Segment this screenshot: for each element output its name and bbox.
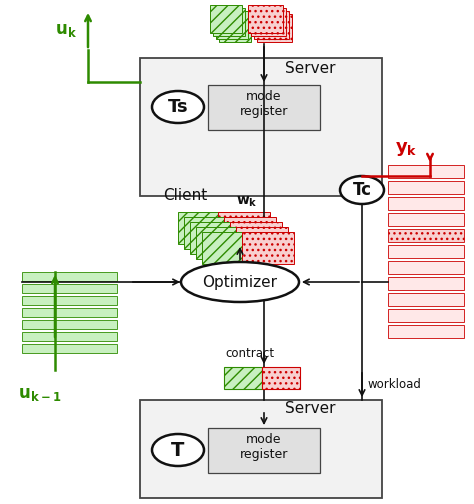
Bar [388, 229, 464, 242]
Text: $\mathbf{u_k}$: $\mathbf{u_k}$ [55, 21, 77, 39]
Text: $\mathbf{w_k}$: $\mathbf{w_k}$ [236, 195, 258, 209]
Bar [224, 217, 276, 249]
Bar [242, 232, 294, 264]
Text: Tc: Tc [353, 181, 372, 199]
Bar [224, 367, 262, 389]
Ellipse shape [152, 434, 204, 466]
Bar [22, 344, 117, 353]
Bar [140, 58, 382, 196]
Text: contract: contract [226, 347, 274, 360]
Bar [22, 272, 117, 281]
Text: mode: mode [246, 90, 282, 103]
Bar [140, 400, 382, 498]
Bar [262, 367, 300, 389]
Text: $\mathbf{y_k}$: $\mathbf{y_k}$ [395, 140, 418, 158]
Bar [208, 85, 320, 130]
Bar [208, 428, 320, 473]
Bar [236, 227, 288, 259]
Text: Client: Client [163, 188, 207, 203]
Bar [388, 293, 464, 306]
Text: workload: workload [368, 378, 422, 391]
Bar [388, 325, 464, 338]
Ellipse shape [340, 176, 384, 204]
Text: Server: Server [285, 401, 335, 416]
Bar [388, 197, 464, 210]
Bar [388, 245, 464, 258]
Text: register: register [240, 448, 288, 461]
Bar [230, 222, 282, 254]
Ellipse shape [181, 262, 299, 302]
Bar [388, 213, 464, 226]
Text: Optimizer: Optimizer [202, 275, 277, 289]
Bar [216, 11, 248, 39]
Bar [257, 14, 292, 42]
Bar [388, 277, 464, 290]
Bar [213, 8, 245, 36]
Bar [22, 308, 117, 317]
Text: mode: mode [246, 433, 282, 446]
Bar [22, 284, 117, 293]
Bar [388, 181, 464, 194]
Bar [248, 5, 283, 33]
Bar [22, 332, 117, 341]
Bar [388, 309, 464, 322]
Text: T: T [171, 440, 185, 460]
Bar [251, 8, 286, 36]
Bar [254, 11, 289, 39]
Bar [190, 222, 242, 254]
Ellipse shape [152, 91, 204, 123]
Bar [218, 212, 270, 244]
Text: $\mathbf{u_{k-1}}$: $\mathbf{u_{k-1}}$ [18, 385, 61, 403]
Bar [196, 227, 248, 259]
Bar [388, 165, 464, 178]
Text: Server: Server [285, 61, 335, 76]
Bar [22, 296, 117, 305]
Bar [22, 320, 117, 329]
Bar [210, 5, 242, 33]
Text: Ts: Ts [168, 98, 188, 116]
Bar [219, 14, 251, 42]
Bar [388, 261, 464, 274]
Bar [202, 232, 254, 264]
Text: register: register [240, 105, 288, 118]
Bar [184, 217, 236, 249]
Bar [178, 212, 230, 244]
